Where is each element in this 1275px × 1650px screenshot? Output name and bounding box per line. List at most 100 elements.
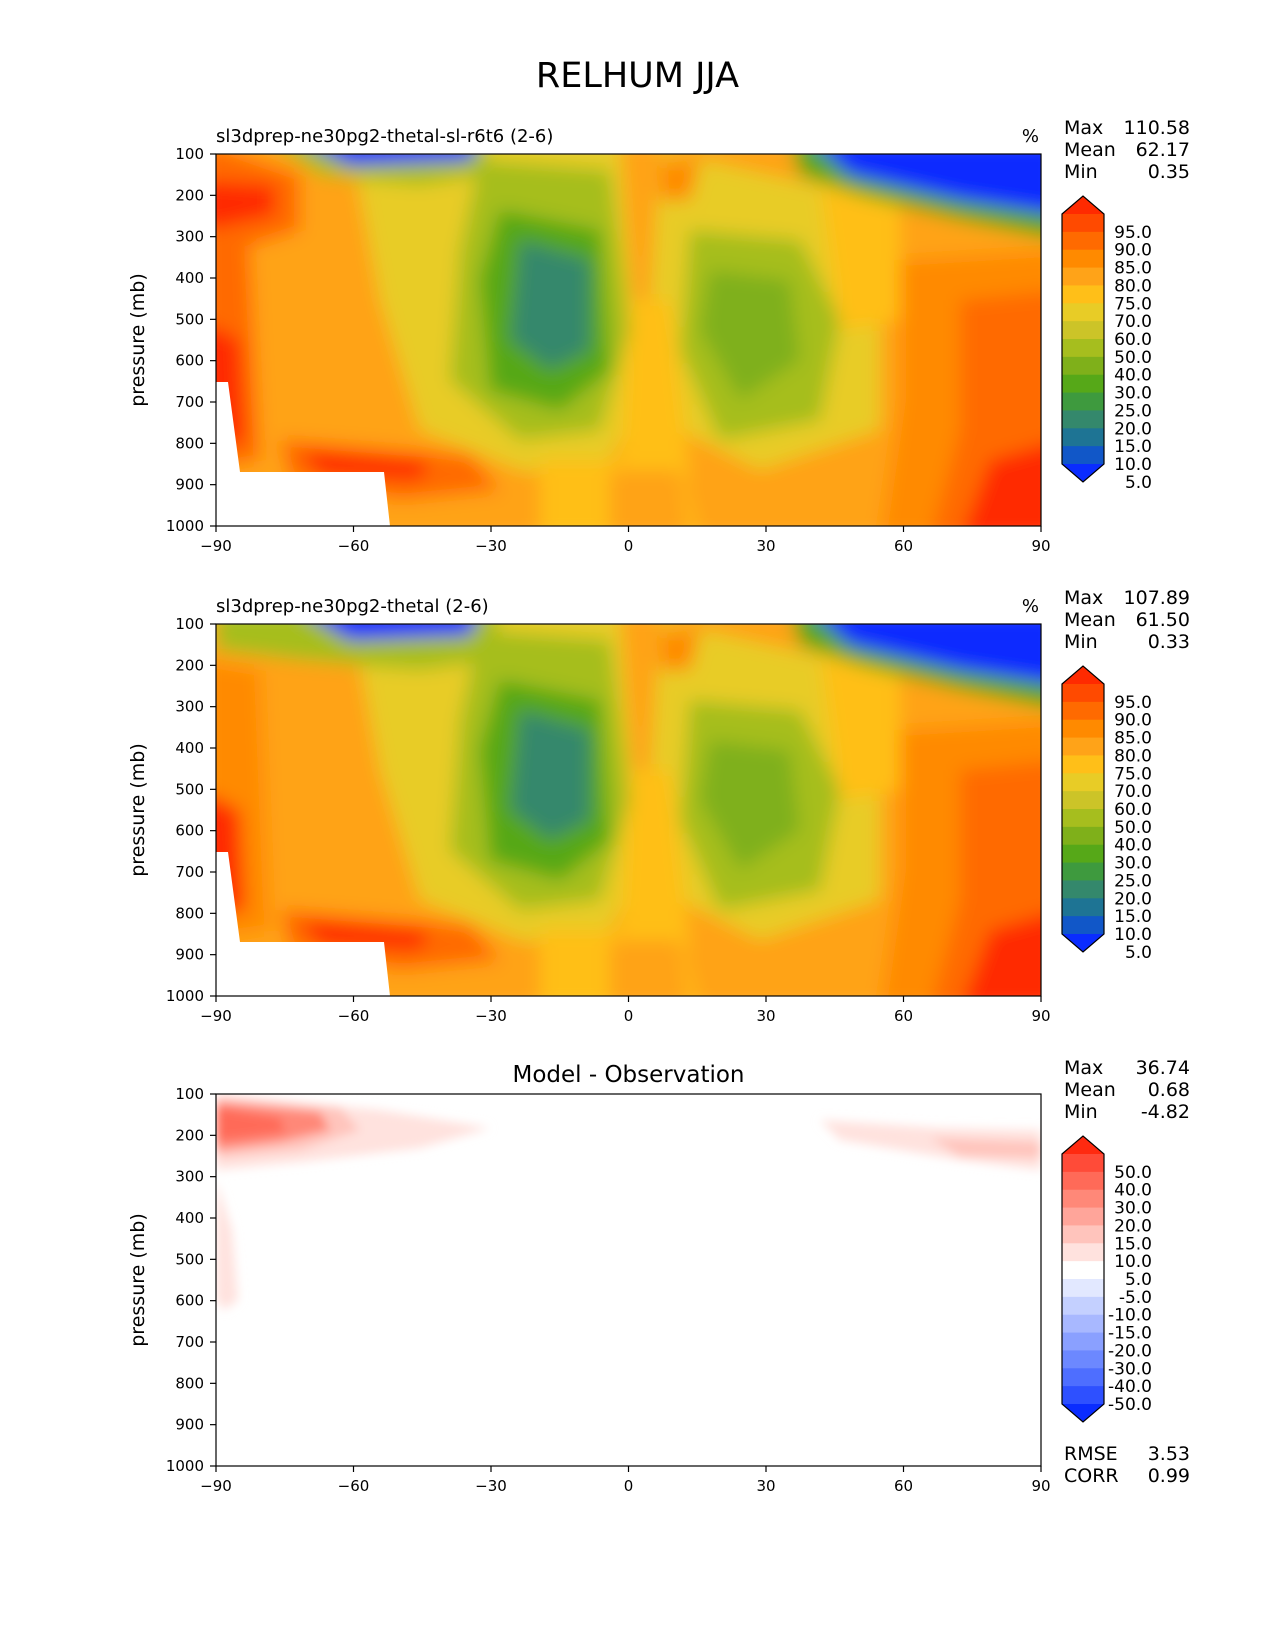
stat-value: 61.50 — [1136, 609, 1190, 631]
stat-label: Max — [1064, 587, 1103, 609]
colorbar-label: 25.0 — [1114, 401, 1152, 421]
contour-field-ref — [216, 624, 1041, 996]
y-tick-label: 600 — [175, 1292, 204, 1310]
x-tick-label: 30 — [756, 537, 775, 555]
y-tick-label: 100 — [175, 615, 204, 633]
stat-label: RMSE — [1064, 1443, 1118, 1465]
y-tick-label: 300 — [175, 1168, 204, 1186]
colorbar-swatch — [1062, 773, 1104, 792]
y-tick-label: 700 — [175, 393, 204, 411]
colorbar-swatch — [1062, 737, 1104, 757]
colorbar-label: 40.0 — [1114, 366, 1152, 386]
colorbar-swatch — [1062, 809, 1104, 828]
axes-ref: sl3dprep-ne30pg2-thetal (2-6) %1002003004… — [127, 587, 1190, 1025]
colorbar-test: 95.090.085.080.075.070.060.050.040.030.0… — [1061, 195, 1152, 493]
colorbar-swatch — [1062, 791, 1104, 810]
colorbar-swatch — [1062, 285, 1104, 304]
colorbar-outline — [1061, 195, 1105, 483]
colorbar-swatch — [1062, 1189, 1104, 1209]
colorbar-label: 90.0 — [1114, 711, 1152, 731]
colorbar-label: 95.0 — [1114, 223, 1152, 243]
colorbar-diff: 50.040.030.020.015.010.05.0-5.0-10.0-15.… — [1061, 1135, 1152, 1423]
colorbar-label: 10.0 — [1114, 455, 1152, 475]
colorbar-swatch — [1062, 339, 1104, 358]
colorbar-swatch — [1062, 1243, 1104, 1262]
x-tick-label: 0 — [624, 537, 634, 555]
axes-test: sl3dprep-ne30pg2-thetal-sl-r6t6 (2-6) % 10… — [127, 117, 1190, 555]
x-tick-label: −60 — [338, 1477, 370, 1495]
colorbar-swatch — [1062, 898, 1104, 917]
colorbar-label: 50.0 — [1114, 348, 1152, 368]
colorbar-label: 10.0 — [1114, 925, 1152, 945]
colorbar-label: -5.0 — [1119, 1288, 1152, 1308]
x-tick-label: 30 — [756, 1007, 775, 1025]
y-tick-label: 1000 — [166, 987, 204, 1005]
stat-label: Min — [1064, 161, 1098, 183]
stat-label: Mean — [1064, 139, 1116, 161]
colorbar-swatch — [1062, 862, 1104, 882]
stat-value: 0.99 — [1148, 1465, 1190, 1487]
stat-label: Mean — [1064, 1079, 1116, 1101]
x-tick-label: 60 — [894, 1477, 913, 1495]
y-axis-label: pressure (mb) — [127, 1213, 149, 1347]
colorbar-label: 50.0 — [1114, 1163, 1152, 1183]
y-tick-label: 600 — [175, 822, 204, 840]
colorbar-swatch — [1062, 214, 1104, 233]
y-tick-label: 100 — [175, 145, 204, 163]
colorbar-label: 15.0 — [1114, 437, 1152, 457]
x-tick-label: 90 — [1031, 1007, 1050, 1025]
colorbar-swatch — [1062, 392, 1104, 412]
x-tick-label: −30 — [475, 1477, 507, 1495]
figure-title: RELHUM JJA — [535, 56, 740, 96]
colorbar-label: 85.0 — [1114, 259, 1152, 279]
colorbar-extend-bottom — [1062, 464, 1104, 482]
colorbar-label: 40.0 — [1114, 1181, 1152, 1201]
colorbar-extend-bottom — [1062, 1404, 1104, 1422]
colorbar-label: 20.0 — [1114, 419, 1152, 439]
colorbar-outline — [1061, 1135, 1105, 1423]
x-tick-label: −60 — [338, 537, 370, 555]
y-tick-label: 800 — [175, 434, 204, 452]
y-tick-label: 600 — [175, 352, 204, 370]
y-tick-label: 900 — [175, 946, 204, 964]
contour-field-test — [216, 154, 1041, 526]
y-tick-label: 700 — [175, 1333, 204, 1351]
panel-diff — [215, 1093, 1042, 1467]
colorbar-swatch — [1062, 1261, 1104, 1280]
units-label: % — [1022, 596, 1039, 617]
colorbar-label: -50.0 — [1108, 1395, 1152, 1415]
colorbar-label: 40.0 — [1114, 836, 1152, 856]
colorbar-swatch — [1062, 321, 1104, 340]
colorbar-label: 15.0 — [1114, 907, 1152, 927]
colorbar-label: 30.0 — [1114, 1199, 1152, 1219]
stat-label: Mean — [1064, 609, 1116, 631]
colorbar-label: 80.0 — [1114, 746, 1152, 766]
colorbar-swatch — [1062, 1314, 1104, 1334]
colorbar-swatch — [1062, 684, 1104, 703]
x-tick-label: −60 — [338, 1007, 370, 1025]
x-tick-label: 30 — [756, 1477, 775, 1495]
y-tick-label: 800 — [175, 1374, 204, 1392]
colorbar-label: 70.0 — [1114, 782, 1152, 802]
panel-title: sl3dprep-ne30pg2-thetal (2-6) — [216, 596, 489, 617]
y-tick-label: 400 — [175, 1209, 204, 1227]
y-tick-label: 300 — [175, 698, 204, 716]
stat-value: 0.68 — [1148, 1079, 1190, 1101]
panel-test — [215, 153, 1042, 527]
colorbar-swatch — [1062, 1332, 1104, 1352]
stat-label: Min — [1064, 631, 1098, 653]
y-tick-label: 400 — [175, 269, 204, 287]
colorbar-swatch — [1062, 701, 1104, 721]
colorbar-label: 60.0 — [1114, 800, 1152, 820]
contour-field-diff — [216, 1094, 1041, 1466]
y-axis-label: pressure (mb) — [127, 743, 149, 877]
colorbar-swatch — [1062, 1171, 1104, 1191]
colorbar-label: 85.0 — [1114, 729, 1152, 749]
panel-ref — [215, 623, 1042, 997]
colorbar-swatch — [1062, 1154, 1104, 1173]
y-tick-label: 700 — [175, 863, 204, 881]
colorbar-swatch — [1062, 916, 1104, 935]
colorbar-swatch — [1062, 1279, 1104, 1298]
y-tick-label: 900 — [175, 1416, 204, 1434]
